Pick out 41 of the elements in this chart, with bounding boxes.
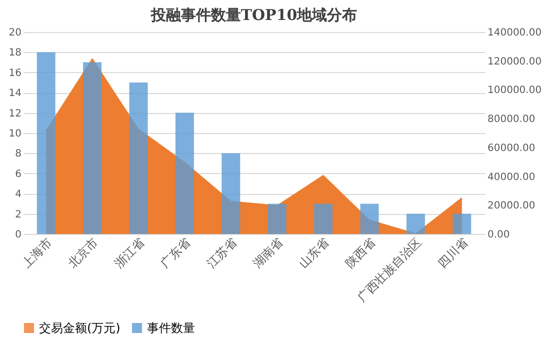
y-tick-label: 12 bbox=[8, 108, 22, 120]
bar bbox=[314, 204, 333, 234]
y2-tick-label: 0.00 bbox=[488, 230, 510, 240]
bar bbox=[175, 112, 194, 234]
bar bbox=[268, 204, 286, 234]
legend-label: 事件数量 bbox=[147, 321, 195, 335]
x-tick-label: 北京市 bbox=[65, 235, 101, 270]
x-tick-label: 广东省 bbox=[158, 235, 194, 270]
x-tick-label: 陕西省 bbox=[342, 235, 378, 270]
y2-tick-label: 80000.00 bbox=[488, 114, 536, 126]
y2-tick-label: 140000.00 bbox=[488, 28, 542, 38]
y-tick-label: 10 bbox=[8, 128, 22, 140]
x-tick-label: 浙江省 bbox=[112, 235, 147, 270]
legend-label: 交易金额(万元) bbox=[39, 321, 120, 335]
y-tick-label: 2 bbox=[15, 209, 22, 220]
bar bbox=[36, 52, 56, 234]
x-tick-label: 江苏省 bbox=[204, 235, 240, 270]
chart-title: 投融事件数量TOP10地域分布 bbox=[150, 6, 358, 24]
bar bbox=[83, 62, 102, 234]
x-tick-label: 湖南省 bbox=[250, 235, 286, 270]
y-tick-label: 0 bbox=[15, 230, 22, 240]
y2-tick-label: 60000.00 bbox=[488, 142, 536, 154]
y2-tick-label: 100000.00 bbox=[488, 85, 542, 96]
y-tick-label: 16 bbox=[8, 68, 22, 79]
y2-tick-label: 40000.00 bbox=[488, 172, 536, 183]
y-tick-label: 6 bbox=[15, 168, 22, 180]
bar bbox=[360, 204, 379, 234]
y-tick-label: 8 bbox=[15, 148, 22, 160]
bar bbox=[452, 214, 472, 234]
y-tick-label: 4 bbox=[15, 189, 22, 200]
y-tick-label: 20 bbox=[8, 28, 22, 38]
y-tick-label: 14 bbox=[8, 88, 22, 100]
x-tick-label: 山东省 bbox=[296, 235, 332, 270]
bar bbox=[406, 214, 425, 234]
y2-tick-label: 120000.00 bbox=[488, 56, 542, 68]
x-tick-label: 上海市 bbox=[19, 235, 55, 270]
y-tick-label: 18 bbox=[8, 48, 22, 59]
bar bbox=[222, 153, 240, 234]
x-tick-label: 四川省 bbox=[435, 235, 470, 270]
bar bbox=[129, 82, 148, 234]
y2-tick-label: 20000.00 bbox=[488, 200, 536, 212]
